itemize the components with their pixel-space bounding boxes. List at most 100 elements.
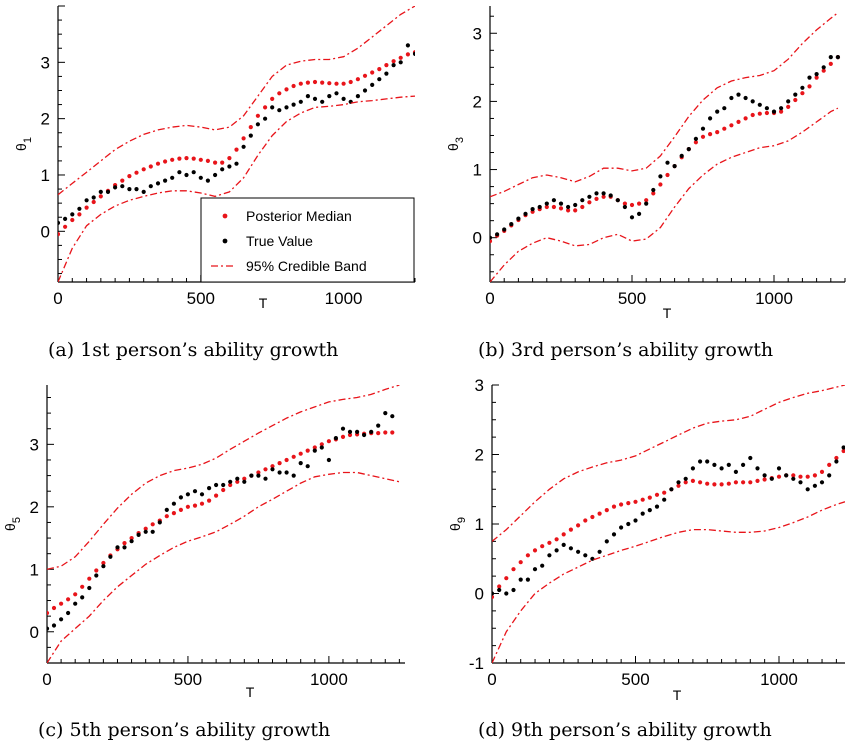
true-value-point [120, 184, 125, 189]
y-axis-title: θ5 [2, 517, 23, 531]
true-value-point [547, 553, 552, 558]
credible-band-lower-line [490, 107, 839, 282]
posterior-median-point [284, 87, 289, 92]
true-value-point [228, 479, 233, 484]
true-value-point [105, 189, 111, 194]
posterior-median-point [807, 84, 812, 89]
credible-band-lower-line [58, 95, 415, 282]
true-value-point [601, 191, 606, 196]
true-value-point [651, 187, 656, 193]
posterior-median-point [736, 119, 741, 124]
posterior-median-point [561, 532, 566, 537]
posterior-median-point [59, 601, 64, 606]
true-value-point [516, 216, 521, 221]
legend-label: True Value [246, 233, 313, 249]
true-value-point [518, 577, 523, 582]
x-tick-label: 0 [53, 289, 62, 308]
true-value-point [157, 520, 162, 525]
posterior-median-point [566, 208, 571, 213]
true-value-point [129, 539, 134, 544]
true-value-point [741, 462, 746, 467]
posterior-median-point [376, 431, 381, 436]
y-tick-label: 0 [475, 585, 484, 604]
true-value-point [207, 486, 212, 491]
true-value-point [255, 122, 260, 127]
true-value-point [793, 92, 798, 97]
y-tick-label: 3 [475, 376, 484, 395]
x-tick-label: 0 [487, 670, 496, 689]
posterior-median-point [171, 510, 176, 516]
posterior-median-point [554, 537, 559, 542]
true-value-point [490, 235, 493, 240]
panel-caption: (b) 3rd person’s ability growth [478, 339, 773, 361]
posterior-median-point [658, 182, 663, 187]
legend-marker-truth [222, 238, 228, 244]
posterior-median-point [227, 156, 232, 161]
true-value-point [248, 133, 253, 138]
true-value-point [191, 170, 196, 175]
true-value-point [199, 492, 205, 497]
legend-label: 95% Credible Band [246, 258, 367, 274]
posterior-median-point [170, 157, 175, 162]
posterior-median-point [98, 194, 103, 199]
legend: Posterior Median True Value 95% Credible B… [200, 197, 415, 283]
posterior-median-point [334, 81, 339, 86]
y-tick-label: 1 [475, 515, 484, 534]
true-value-point [544, 201, 549, 206]
true-value-point [312, 96, 318, 101]
true-value-point [502, 227, 507, 232]
posterior-median-point [573, 208, 578, 213]
y-tick-label: 3 [41, 53, 50, 72]
true-value-point [355, 94, 360, 99]
posterior-median-point [370, 70, 375, 75]
true-value-point [298, 461, 303, 466]
posterior-median-point [319, 442, 324, 447]
posterior-median-point [647, 495, 652, 500]
posterior-median-point [80, 584, 85, 589]
credible-band-upper-line [47, 385, 400, 570]
true-value-point [305, 464, 310, 469]
posterior-median-point [305, 448, 310, 453]
posterior-median-point [327, 81, 332, 86]
posterior-median-point [191, 156, 196, 161]
true-value-point [700, 126, 706, 131]
true-value-point [398, 60, 403, 65]
posterior-median-point [340, 434, 346, 439]
true-value-point [235, 476, 240, 481]
true-value-point [263, 476, 268, 481]
true-value-point [384, 71, 389, 76]
posterior-median-point [184, 156, 189, 161]
posterior-median-point [298, 451, 303, 456]
y-axis-title-subscript: 5 [11, 517, 23, 523]
panel-caption: (a) 1st person’s ability growth [48, 339, 338, 361]
true-value-point [558, 201, 564, 206]
true-value-point [626, 521, 631, 527]
true-value-point [715, 109, 720, 114]
posterior-median-point [776, 474, 782, 479]
true-value-point [686, 147, 691, 152]
posterior-median-point [733, 480, 739, 485]
posterior-median-point [719, 482, 724, 487]
y-axis-title: θ3 [445, 137, 466, 151]
posterior-median-point [812, 473, 818, 478]
posterior-median-point [741, 480, 746, 485]
true-value-point [198, 175, 203, 180]
posterior-median-point [129, 536, 134, 541]
posterior-median-point [213, 160, 218, 165]
true-value-point [676, 480, 681, 485]
posterior-median-point [291, 83, 296, 89]
true-value-point [377, 77, 382, 82]
posterior-median-point [91, 199, 96, 205]
posterior-median-point [355, 77, 360, 82]
posterior-median-point [270, 96, 275, 101]
true-value-point [319, 445, 324, 450]
true-value-point [698, 459, 703, 464]
true-value-point [733, 469, 739, 474]
y-tick-label: 2 [473, 92, 482, 111]
posterior-median-point [377, 67, 382, 72]
true-value-point [834, 459, 839, 464]
true-value-point [509, 222, 514, 227]
y-tick-label: 2 [41, 110, 50, 129]
